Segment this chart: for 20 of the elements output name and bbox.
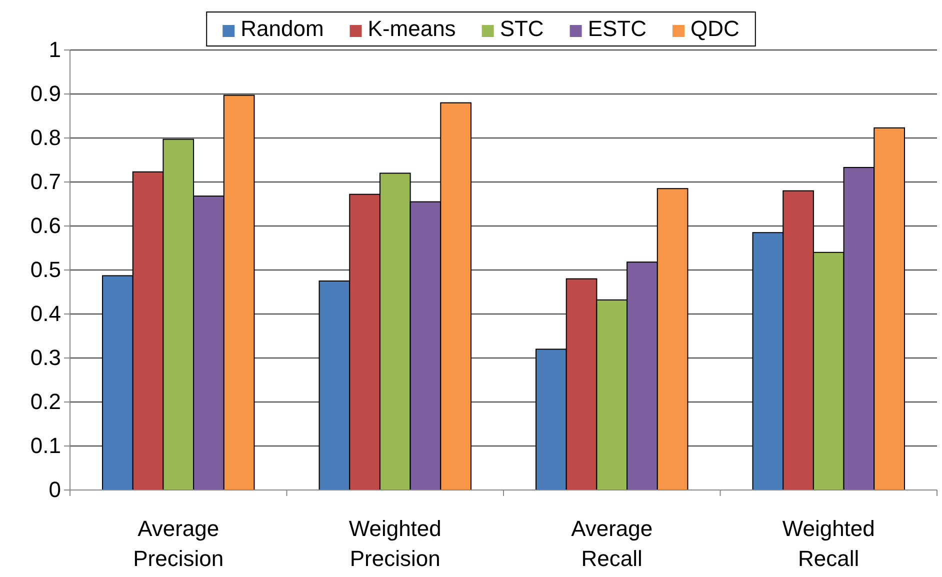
- x-tick-label: Weighted Recall: [782, 516, 875, 571]
- legend-label: QDC: [690, 16, 740, 41]
- y-tick-label: 1: [48, 37, 61, 62]
- legend-label: ESTC: [588, 16, 647, 41]
- legend-label: K-means: [368, 16, 456, 41]
- y-tick-label: 0.9: [30, 81, 61, 106]
- y-tick-label: 0.5: [30, 257, 61, 282]
- y-tick-label: 0.3: [30, 345, 61, 370]
- y-tick-label: 0.7: [30, 169, 61, 194]
- x-tick-label: Average Recall: [571, 516, 653, 571]
- x-tick-label: Weighted Precision: [348, 516, 442, 571]
- y-tick-label: 0.1: [30, 433, 61, 458]
- x-tick-label: Average Precision: [133, 516, 224, 571]
- legend-label: STC: [500, 16, 544, 41]
- legend-label: Random: [240, 16, 324, 41]
- y-tick-label: 0.4: [30, 301, 61, 326]
- y-tick-label: 0: [48, 477, 61, 502]
- y-tick-label: 0.6: [30, 213, 61, 238]
- y-tick-label: 0.2: [30, 389, 61, 414]
- y-tick-label: 0.8: [30, 125, 61, 150]
